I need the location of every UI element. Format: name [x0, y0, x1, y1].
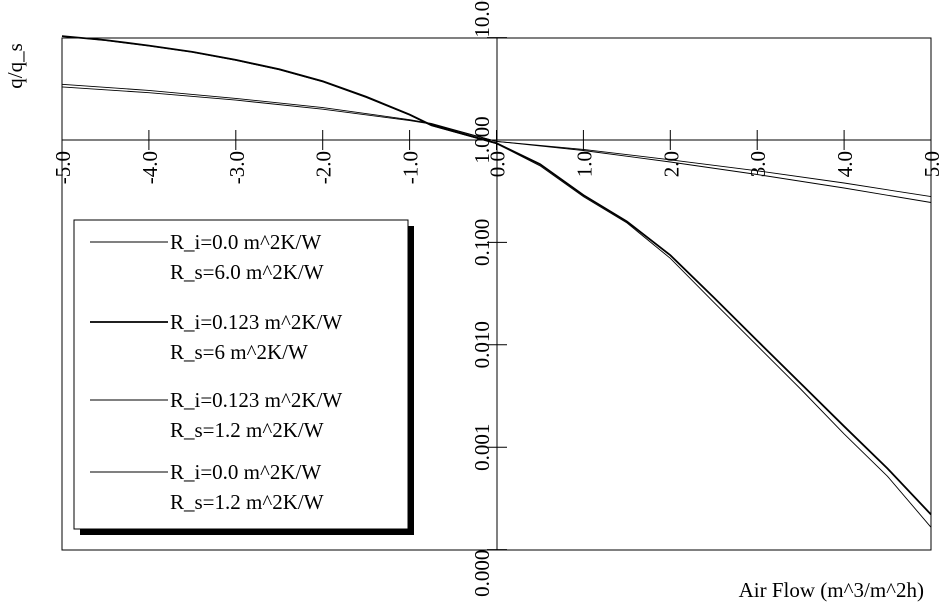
- series-layer: [61, 35, 932, 528]
- legend: R_i=0.0 m^2K/W R_s=6.0 m^2K/W R_i=0.123 m^…: [73, 219, 414, 535]
- legend-label-line2: R_s=1.2 m^2K/W: [170, 418, 324, 442]
- x-axis-label: Air Flow (m^3/m^2h): [739, 578, 924, 602]
- legend-label-line2: R_s=6 m^2K/W: [170, 340, 308, 364]
- series-line-4: [61, 86, 932, 198]
- y-tick-label: 10.000: [470, 0, 494, 38]
- legend-label-line1: R_i=0.0 m^2K/W: [170, 230, 321, 254]
- legend-box: [73, 219, 409, 530]
- y-tick-label: 0.000: [470, 550, 494, 597]
- legend-label-line1: R_i=0.123 m^2K/W: [170, 310, 342, 334]
- y-tick-label: 0.010: [470, 321, 494, 368]
- x-tick-label: 1.0: [572, 151, 596, 177]
- x-tick-label: -3.0: [225, 151, 249, 184]
- x-tick-label: 4.0: [833, 151, 857, 177]
- series-line-2: [61, 35, 932, 516]
- x-tick-label: 0.0: [486, 151, 510, 177]
- y-axis-label: q/q_s: [3, 43, 27, 89]
- x-tick-label: 3.0: [746, 151, 770, 177]
- y-tick-label: 0.100: [470, 219, 494, 266]
- y-tick-label: 0.001: [470, 424, 494, 471]
- x-tick-label: 5.0: [920, 151, 939, 177]
- right-panel-frame: [496, 37, 932, 551]
- x-tick-label: -2.0: [312, 151, 336, 184]
- legend-label-line1: R_i=0.0 m^2K/W: [170, 460, 321, 484]
- legend-label-line2: R_s=6.0 m^2K/W: [170, 260, 324, 284]
- x-tick-label: 2.0: [659, 151, 683, 177]
- x-tick-label: -4.0: [138, 151, 162, 184]
- x-tick-label: -5.0: [51, 151, 75, 184]
- legend-label-line2: R_s=1.2 m^2K/W: [170, 490, 324, 514]
- legend-label-line1: R_i=0.123 m^2K/W: [170, 388, 342, 412]
- x-tick-label: -1.0: [399, 151, 423, 184]
- x-axis-ticks: -5.0 -4.0 -3.0 -2.0 -1.0 0.0 1.0 2.0 3.0 4.0 5.0: [51, 130, 939, 184]
